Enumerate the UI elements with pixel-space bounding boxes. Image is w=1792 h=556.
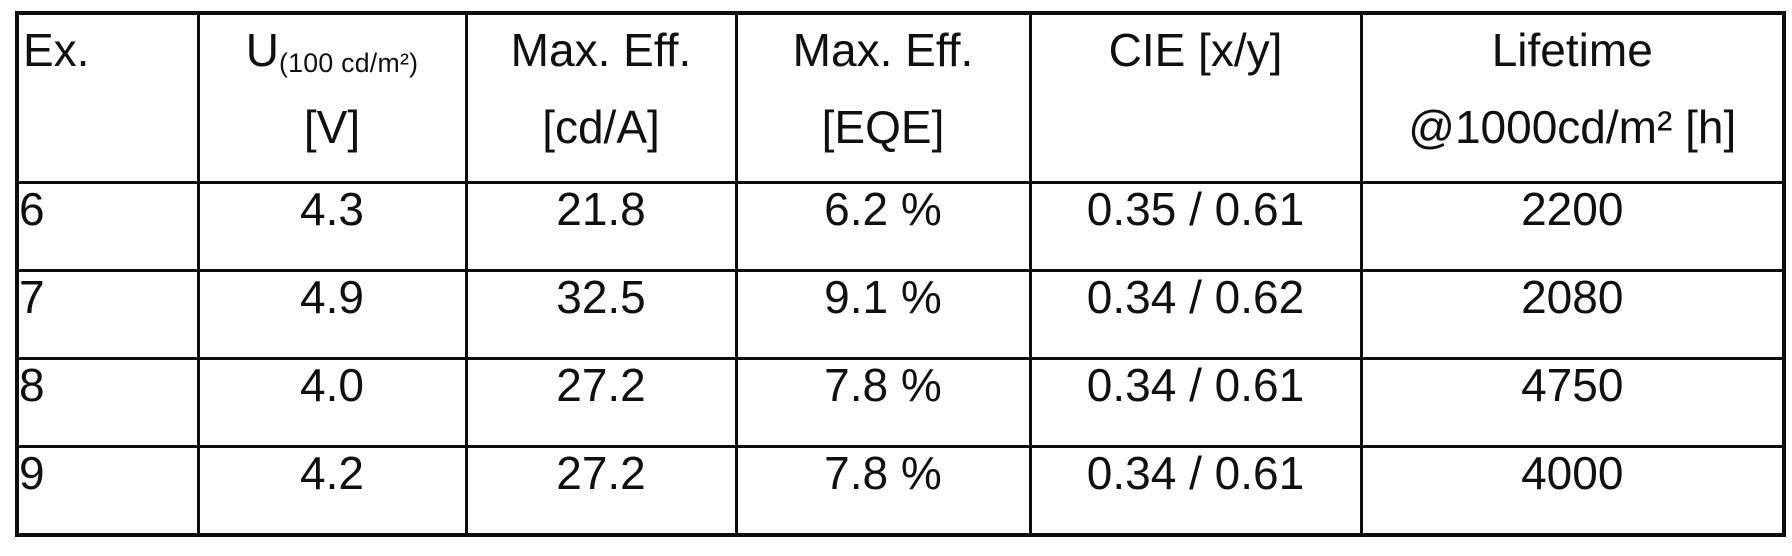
device-results-table: Ex. U(100 cd/m²) [V] Max. Eff. [cd/A] Ma… (15, 11, 1786, 537)
cell-cie: 0.34 / 0.62 (1028, 269, 1363, 360)
table-header-row: Ex. U(100 cd/m²) [V] Max. Eff. [cd/A] Ma… (15, 11, 1786, 184)
cell-max-eff-cda: 27.2 (464, 357, 738, 448)
header-max-eff-cda: Max. Eff. [cd/A] (464, 11, 738, 184)
header-voltage-label: U(100 cd/m²) (201, 24, 463, 78)
header-max-eff-eqe-unit: [EQE] (821, 100, 945, 153)
cell-max-eff-eqe: 7.8 % (734, 445, 1032, 537)
cell-max-eff-eqe: 7.8 % (734, 357, 1032, 448)
cell-max-eff-cda: 27.2 (464, 445, 738, 537)
cell-voltage: 4.2 (196, 445, 468, 537)
voltage-subscript: (100 cd/m²) (278, 47, 419, 78)
cell-voltage: 4.9 (196, 269, 468, 360)
cell-example-number: 9 (15, 445, 200, 537)
cell-max-eff-cda: 21.8 (464, 181, 738, 272)
header-max-eff-eqe: Max. Eff. [EQE] (734, 11, 1032, 184)
cell-lifetime: 2080 (1359, 269, 1786, 360)
cell-example-number: 6 (15, 181, 200, 272)
cell-cie: 0.34 / 0.61 (1028, 445, 1363, 537)
cell-cie: 0.35 / 0.61 (1028, 181, 1363, 272)
header-voltage-unit: [V] (303, 100, 361, 153)
table-row-example-7: 7 4.9 32.5 9.1 % 0.34 / 0.62 2080 (15, 269, 1786, 360)
table-row-example-6: 6 4.3 21.8 6.2 % 0.35 / 0.61 2200 (15, 181, 1786, 272)
header-lifetime: Lifetime @1000cd/m² [h] (1359, 11, 1786, 184)
cell-cie: 0.34 / 0.61 (1028, 357, 1363, 448)
header-example-label: Ex. (23, 24, 90, 76)
cell-lifetime: 4750 (1359, 357, 1786, 448)
header-cie-label: CIE [x/y] (1108, 24, 1283, 76)
cell-voltage: 4.0 (196, 357, 468, 448)
table-row-example-9: 9 4.2 27.2 7.8 % 0.34 / 0.61 4000 (15, 445, 1786, 537)
cell-max-eff-eqe: 6.2 % (734, 181, 1032, 272)
cell-lifetime: 2200 (1359, 181, 1786, 272)
cell-max-eff-cda: 32.5 (464, 269, 738, 360)
header-lifetime-label: Lifetime (1491, 24, 1653, 76)
header-lifetime-unit: @1000cd/m² [h] (1408, 100, 1737, 153)
header-cie: CIE [x/y] (1028, 11, 1363, 184)
table-row-example-8: 8 4.0 27.2 7.8 % 0.34 / 0.61 4750 (15, 357, 1786, 448)
header-max-eff-eqe-label: Max. Eff. (792, 24, 974, 76)
cell-example-number: 7 (15, 269, 200, 360)
header-voltage: U(100 cd/m²) [V] (196, 11, 468, 184)
cell-lifetime: 4000 (1359, 445, 1786, 537)
header-max-eff-cda-unit: [cd/A] (542, 100, 660, 153)
header-example: Ex. (15, 11, 200, 184)
cell-example-number: 8 (15, 357, 200, 448)
voltage-symbol: U (245, 24, 279, 76)
cell-voltage: 4.3 (196, 181, 468, 272)
header-max-eff-cda-label: Max. Eff. (510, 24, 692, 76)
cell-max-eff-eqe: 9.1 % (734, 269, 1032, 360)
